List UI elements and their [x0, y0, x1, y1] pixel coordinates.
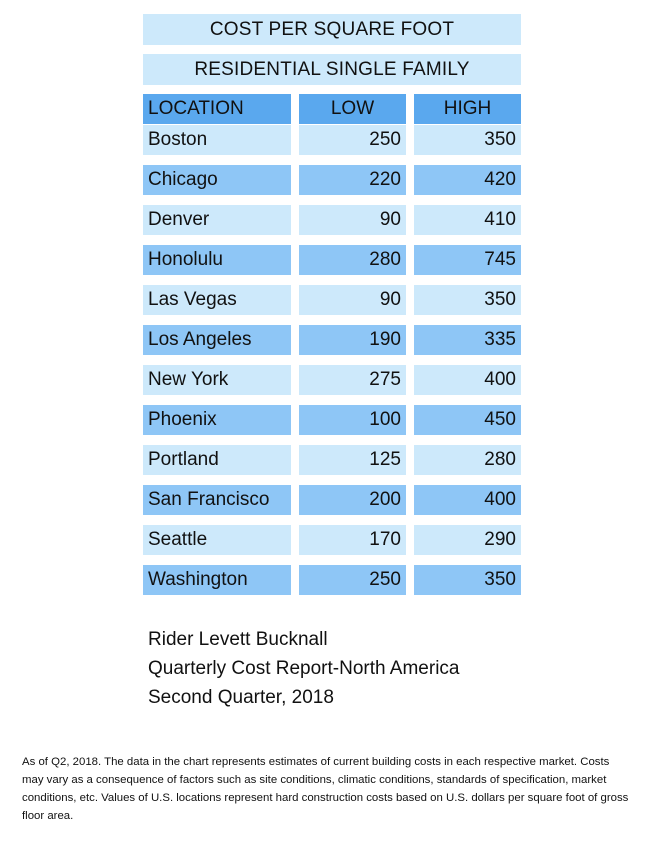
cell-location: New York [143, 365, 291, 395]
cell-low: 220 [299, 165, 406, 195]
cell-low: 90 [299, 285, 406, 315]
cell-location: San Francisco [143, 485, 291, 515]
cell-location: Seattle [143, 525, 291, 555]
cell-high: 350 [414, 565, 521, 595]
cell-high: 400 [414, 485, 521, 515]
cell-low: 250 [299, 125, 406, 155]
cell-location: Los Angeles [143, 325, 291, 355]
cell-high: 280 [414, 445, 521, 475]
cell-low: 170 [299, 525, 406, 555]
cell-location: Denver [143, 205, 291, 235]
cell-location: Honolulu [143, 245, 291, 275]
cell-high: 410 [414, 205, 521, 235]
table-title: COST PER SQUARE FOOT [143, 14, 521, 45]
cell-high: 450 [414, 405, 521, 435]
cell-location: Portland [143, 445, 291, 475]
cell-low: 90 [299, 205, 406, 235]
source-publisher: Rider Levett Bucknall [148, 629, 328, 650]
cell-low: 280 [299, 245, 406, 275]
cell-location: Chicago [143, 165, 291, 195]
cell-high: 350 [414, 125, 521, 155]
cell-low: 275 [299, 365, 406, 395]
footnote: As of Q2, 2018. The data in the chart re… [22, 756, 629, 822]
cell-low: 125 [299, 445, 406, 475]
table-subtitle: RESIDENTIAL SINGLE FAMILY [143, 54, 521, 85]
source-report-name: Quarterly Cost Report-North America [148, 658, 460, 679]
source-period: Second Quarter, 2018 [148, 687, 334, 708]
cell-high: 335 [414, 325, 521, 355]
cell-location: Washington [143, 565, 291, 595]
cell-high: 350 [414, 285, 521, 315]
column-header-high: HIGH [414, 94, 521, 124]
cell-low: 200 [299, 485, 406, 515]
cell-high: 400 [414, 365, 521, 395]
cell-high: 745 [414, 245, 521, 275]
cell-low: 190 [299, 325, 406, 355]
cell-high: 290 [414, 525, 521, 555]
cell-low: 250 [299, 565, 406, 595]
cell-high: 420 [414, 165, 521, 195]
cell-low: 100 [299, 405, 406, 435]
column-header-low: LOW [299, 94, 406, 124]
column-header-location: LOCATION [143, 94, 291, 124]
cell-location: Boston [143, 125, 291, 155]
cell-location: Phoenix [143, 405, 291, 435]
cell-location: Las Vegas [143, 285, 291, 315]
